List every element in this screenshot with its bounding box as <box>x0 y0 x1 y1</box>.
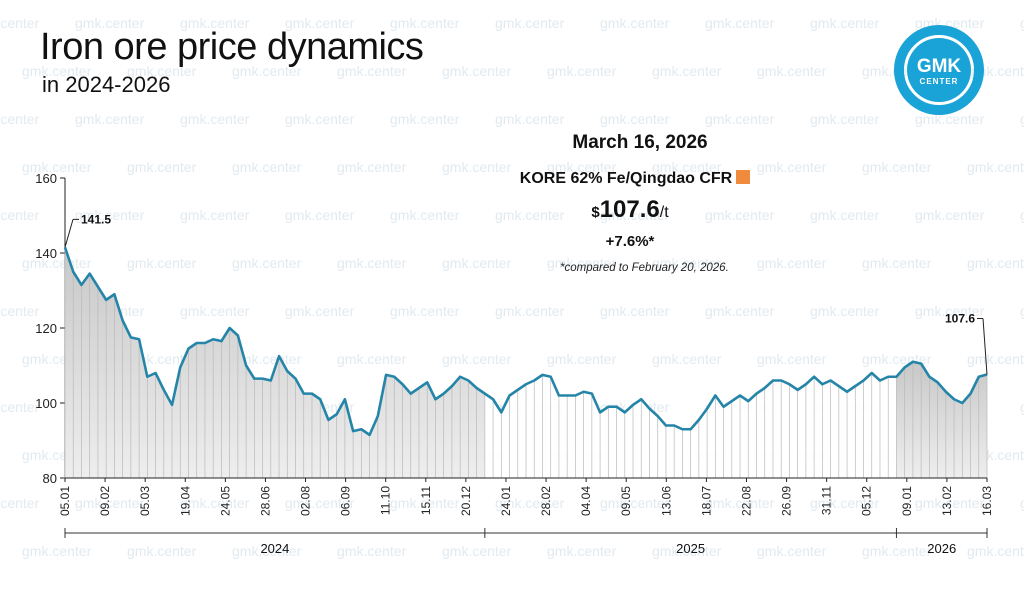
x-tick-label: 04.04 <box>579 486 593 516</box>
info-price: $107.6/t <box>560 196 700 224</box>
logo-disc <box>907 38 971 102</box>
area-fill-2024 <box>65 247 485 478</box>
info-index: KORE 62% Fe/Qingdao CFR <box>470 170 800 188</box>
logo-ring <box>894 25 984 115</box>
info-index-label: KORE 62% Fe/Qingdao CFR <box>519 170 733 187</box>
y-tick-label: 140 <box>35 246 57 261</box>
x-tick-label: 05.01 <box>58 486 72 516</box>
annotation-leader-start <box>64 219 74 248</box>
y-tick-label: 80 <box>43 471 57 486</box>
info-change: +7.6%* <box>605 233 655 250</box>
info-note: *compared to February 20, 2026. <box>560 262 729 274</box>
price-unit: /t <box>659 204 669 221</box>
area-fill-2026 <box>896 361 987 478</box>
y-tick-label: 120 <box>35 321 57 336</box>
x-tick-label: 02.08 <box>299 486 313 516</box>
year-label: 2024 <box>260 541 289 556</box>
x-tick-label: 16.03 <box>980 486 994 516</box>
area-fill-2025 <box>484 373 897 478</box>
x-tick-label: 24.05 <box>218 486 232 516</box>
year-label: 2025 <box>676 541 705 556</box>
x-tick-label: 28.02 <box>539 486 553 516</box>
price-line <box>63 246 988 437</box>
annotation-start-value: 141.5 <box>81 212 111 226</box>
x-tick-label: 20.12 <box>459 486 473 516</box>
index-color-square <box>736 170 751 184</box>
x-tick-label: 22.08 <box>739 486 753 516</box>
x-tick-label: 05.03 <box>138 486 152 516</box>
x-tick-label: 09.01 <box>900 486 914 516</box>
y-tick-label: 160 <box>35 171 57 186</box>
x-tick-label: 13.06 <box>659 486 673 516</box>
x-tick-label: 28.06 <box>258 486 272 516</box>
price-value: 107.6 <box>599 196 660 223</box>
x-tick-label: 09.02 <box>98 486 112 516</box>
gmk-center-logo: GMK CENTER <box>894 25 984 115</box>
x-tick-label: 18.07 <box>699 486 713 516</box>
x-tick-label: 05.12 <box>860 486 874 516</box>
logo-text-sub: CENTER <box>920 77 959 86</box>
x-tick-label: 19.04 <box>178 486 192 516</box>
x-tick-label: 06.09 <box>339 486 353 516</box>
x-tick-label: 15.11 <box>419 486 433 515</box>
chart-title: Iron ore price dynamics <box>40 26 424 68</box>
annotation-end-value: 107.6 <box>945 312 975 326</box>
x-tick-label: 11.10 <box>379 486 393 515</box>
x-tick-label: 09.05 <box>619 486 633 516</box>
info-date: March 16, 2026 <box>572 132 708 153</box>
x-tick-label: 26.09 <box>780 486 794 516</box>
y-tick-label: 100 <box>35 396 57 411</box>
year-label: 2026 <box>927 541 956 556</box>
price-prefix: $ <box>591 204 600 221</box>
x-tick-label: 31.11 <box>820 486 834 515</box>
x-tick-label: 13.02 <box>940 486 954 516</box>
x-tick-label: 24.01 <box>499 486 513 516</box>
logo-text-main: GMK <box>917 56 962 77</box>
annotation-leader-end <box>982 318 988 375</box>
chart-subtitle: in 2024-2026 <box>42 72 171 97</box>
